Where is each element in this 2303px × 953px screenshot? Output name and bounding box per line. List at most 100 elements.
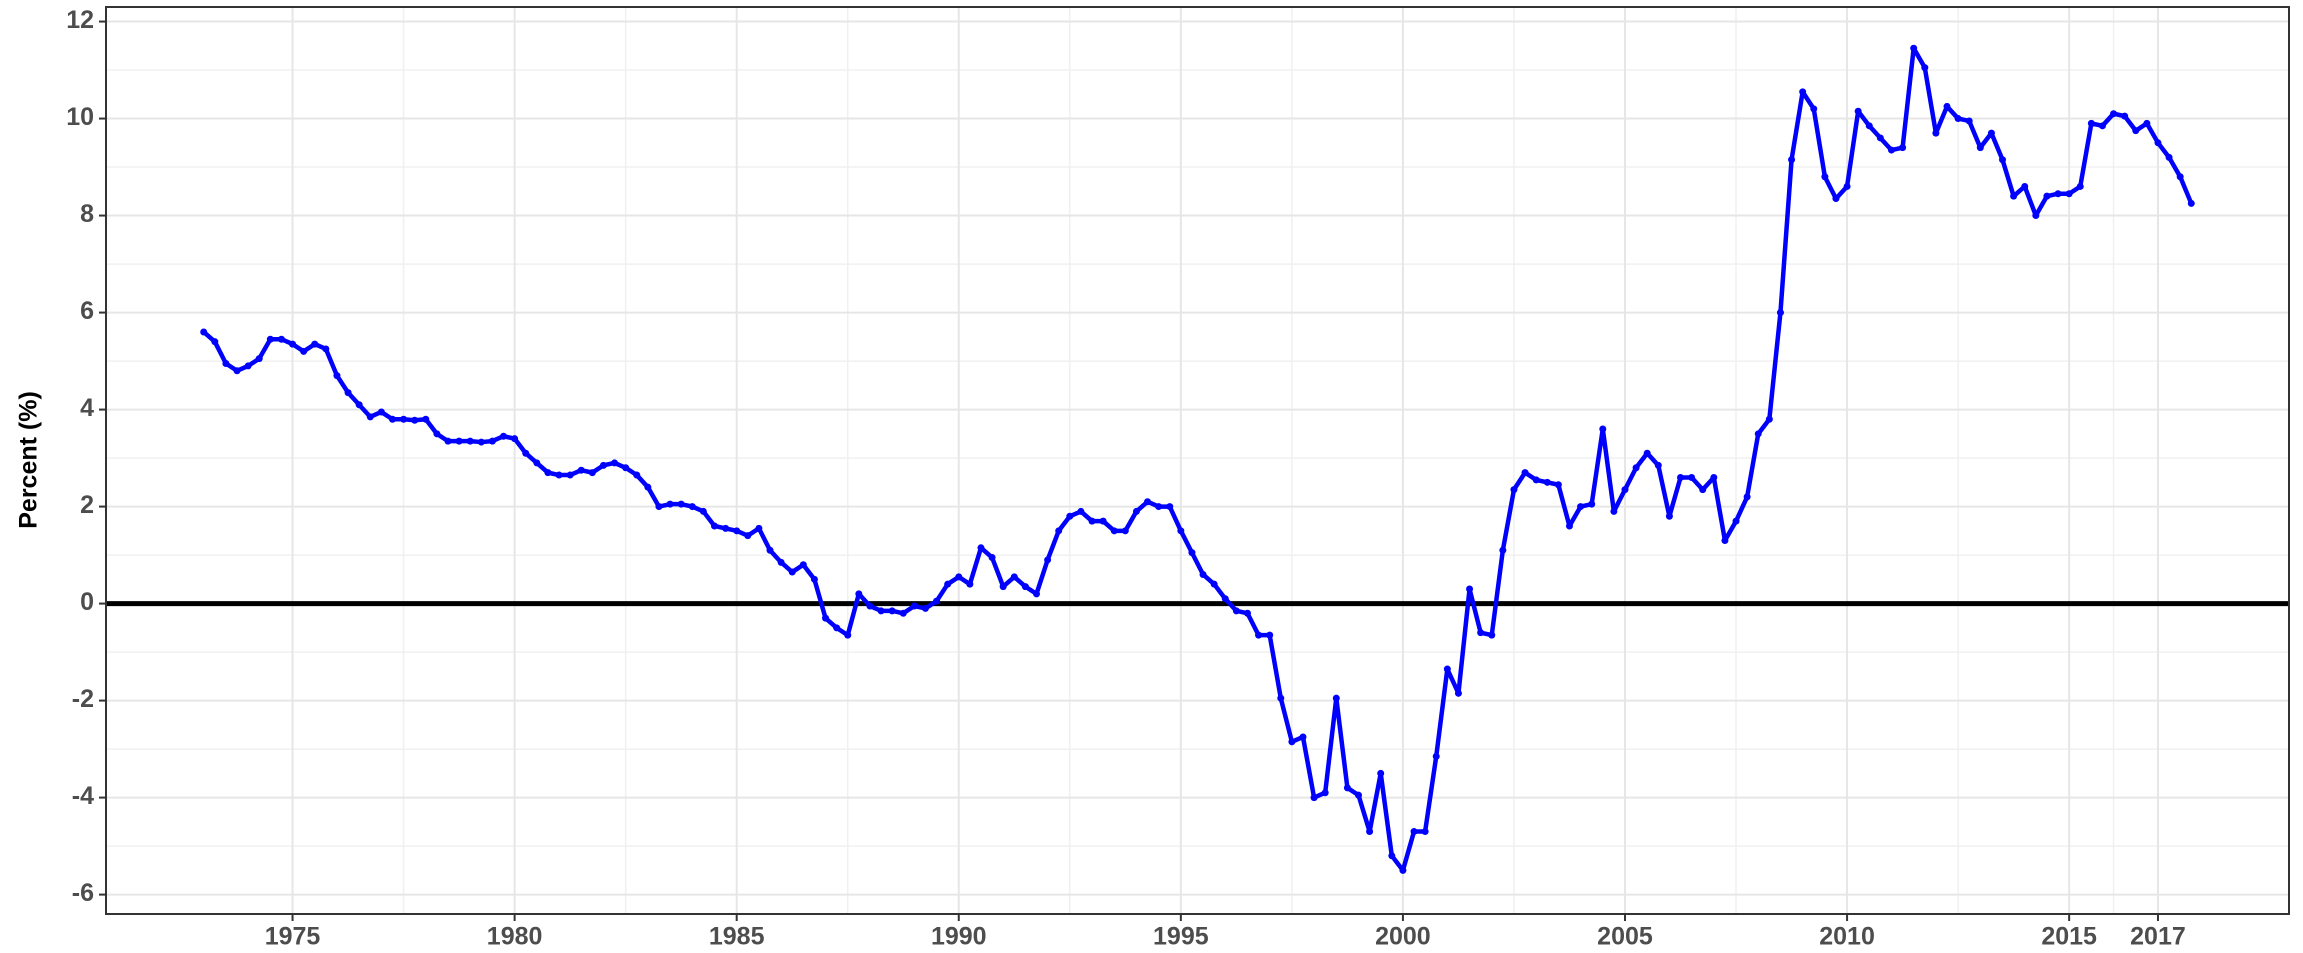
data-point — [1821, 173, 1829, 181]
data-point — [677, 500, 685, 508]
data-point — [766, 546, 774, 554]
data-point — [1532, 476, 1540, 484]
data-point — [2010, 192, 2018, 200]
data-point — [1477, 629, 1485, 637]
data-point — [289, 340, 297, 348]
data-point — [1221, 595, 1229, 603]
data-point — [722, 524, 730, 532]
data-point — [1899, 144, 1907, 152]
data-point — [533, 459, 541, 467]
data-point — [1488, 631, 1496, 639]
data-point — [755, 524, 763, 532]
data-point — [1443, 665, 1451, 673]
y-tick-label: -2 — [72, 685, 94, 713]
data-point — [1421, 828, 1429, 836]
data-point — [455, 437, 463, 445]
data-point — [877, 607, 885, 615]
data-point — [266, 335, 274, 343]
data-point — [211, 338, 219, 346]
data-point — [1799, 88, 1807, 96]
y-tick-label: -6 — [72, 879, 94, 907]
data-point — [1343, 784, 1351, 792]
data-point — [1166, 503, 1174, 511]
data-point — [1055, 527, 1063, 535]
data-point — [1999, 156, 2007, 164]
data-point — [2154, 139, 2162, 147]
data-point — [366, 413, 374, 421]
data-point — [1243, 609, 1251, 617]
data-point — [466, 437, 474, 445]
data-point — [255, 355, 263, 363]
data-point — [1921, 64, 1929, 72]
y-tick-label: 2 — [80, 491, 94, 519]
data-point — [244, 362, 252, 370]
data-point — [1188, 549, 1196, 557]
data-point — [355, 401, 363, 409]
data-point — [1754, 430, 1762, 438]
data-point — [1377, 769, 1385, 777]
data-point — [1032, 590, 1040, 598]
data-point — [599, 461, 607, 469]
data-point — [1943, 102, 1951, 110]
data-point — [1732, 517, 1740, 525]
data-point — [2176, 173, 2184, 181]
data-point — [1088, 517, 1096, 525]
plot-border — [105, 6, 2290, 915]
data-point — [1432, 752, 1440, 760]
data-point — [1077, 507, 1085, 515]
data-point — [1255, 631, 1263, 639]
data-point — [799, 561, 807, 569]
data-point — [1388, 852, 1396, 860]
data-point — [1688, 473, 1696, 481]
data-point — [1632, 464, 1640, 472]
data-point — [544, 469, 552, 477]
data-point — [1987, 129, 1995, 137]
data-point — [233, 367, 241, 375]
data-point — [277, 335, 285, 343]
y-tick-label: 4 — [80, 394, 94, 422]
data-point — [810, 575, 818, 583]
data-point — [2032, 212, 2040, 220]
data-point — [844, 631, 852, 639]
data-point — [433, 430, 441, 438]
data-point — [1266, 631, 1274, 639]
data-point — [1121, 527, 1129, 535]
data-point — [1965, 117, 1973, 125]
data-point — [2121, 112, 2129, 120]
data-point — [522, 449, 530, 457]
data-point — [888, 607, 896, 615]
data-point — [1810, 105, 1818, 113]
data-point — [1288, 738, 1296, 746]
data-point — [2021, 182, 2029, 190]
x-tick-label: 1980 — [487, 923, 543, 951]
data-point — [555, 471, 563, 479]
data-point — [1776, 309, 1784, 317]
data-point — [1832, 195, 1840, 203]
data-point — [1610, 507, 1618, 515]
data-point — [300, 347, 308, 355]
data-point — [1543, 478, 1551, 486]
data-point — [1010, 573, 1018, 581]
data-point — [1721, 537, 1729, 545]
data-point — [2076, 182, 2084, 190]
data-point — [377, 408, 385, 416]
data-point — [822, 614, 830, 622]
data-point — [710, 522, 718, 530]
data-point — [1310, 794, 1318, 802]
y-tick-label: -4 — [72, 782, 94, 810]
data-point — [2065, 190, 2073, 198]
data-point — [1643, 449, 1651, 457]
data-point — [1110, 527, 1118, 535]
data-point — [1976, 144, 1984, 152]
data-point — [1410, 828, 1418, 836]
data-point — [1910, 44, 1918, 52]
data-point — [588, 469, 596, 477]
data-point — [1665, 512, 1673, 520]
data-point — [411, 416, 419, 424]
x-tick-label: 1990 — [931, 923, 987, 951]
data-point — [1554, 481, 1562, 489]
data-point — [2043, 192, 2051, 200]
data-point — [1865, 122, 1873, 130]
data-point — [1466, 585, 1474, 593]
data-point — [1565, 522, 1573, 530]
